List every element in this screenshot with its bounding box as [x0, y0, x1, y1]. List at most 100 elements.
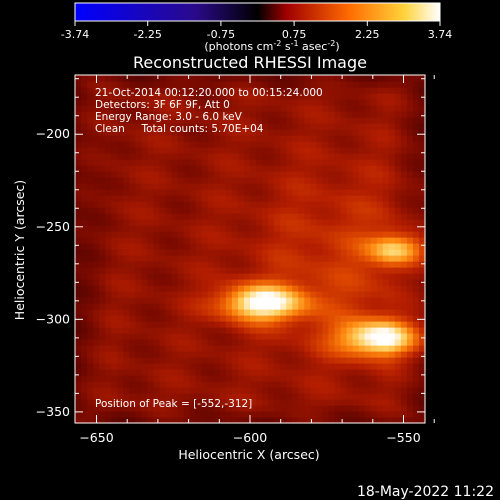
heatmap-cell — [225, 387, 233, 394]
heatmap-cell — [400, 255, 408, 262]
heatmap-cell — [298, 405, 305, 412]
heatmap-cell — [388, 357, 396, 364]
heatmap-cell — [334, 309, 342, 316]
heatmap-cell — [237, 123, 245, 130]
heatmap-cell — [189, 303, 197, 310]
heatmap-cell — [219, 339, 227, 346]
heatmap-cell — [165, 255, 173, 262]
heatmap-cell — [207, 87, 215, 94]
heatmap-cell — [159, 345, 167, 352]
heatmap-cell — [225, 363, 233, 370]
heatmap-cell — [346, 303, 354, 310]
heatmap-cell — [237, 225, 245, 232]
heatmap-cell — [328, 141, 336, 148]
heatmap-cell — [346, 333, 354, 340]
heatmap-cell — [304, 111, 311, 118]
heatmap-cell — [81, 381, 88, 388]
heatmap-cell — [250, 189, 257, 196]
heatmap-cell — [81, 255, 88, 262]
heatmap-cell — [298, 273, 305, 280]
heatmap-cell — [87, 381, 94, 388]
heatmap-cell — [310, 81, 317, 88]
heatmap-cell — [370, 201, 378, 208]
heatmap-cell — [195, 231, 203, 238]
heatmap-cell — [99, 351, 106, 358]
heatmap-cell — [111, 387, 118, 394]
heatmap-cell — [111, 285, 118, 292]
heatmap-cell — [304, 327, 311, 334]
heatmap-cell — [213, 255, 221, 262]
heatmap-cell — [316, 399, 324, 406]
heatmap-cell — [123, 141, 130, 148]
heatmap-cell — [394, 267, 402, 274]
heatmap-cell — [280, 219, 287, 226]
heatmap-cell — [352, 339, 360, 346]
heatmap-cell — [328, 339, 336, 346]
heatmap-cell — [219, 345, 227, 352]
heatmap-cell — [418, 213, 426, 220]
heatmap-cell — [99, 315, 106, 322]
heatmap-cell — [274, 207, 281, 214]
heatmap-cell — [418, 291, 426, 298]
heatmap-cell — [400, 105, 408, 112]
heatmap-cell — [400, 417, 408, 424]
heatmap-cell — [250, 201, 257, 208]
heatmap-cell — [219, 315, 227, 322]
heatmap-cell — [87, 225, 94, 232]
heatmap-cell — [225, 87, 233, 94]
heatmap-cell — [201, 249, 209, 256]
heatmap-cell — [171, 135, 179, 142]
heatmap-cell — [135, 177, 142, 184]
heatmap-cell — [394, 213, 402, 220]
heatmap-cell — [334, 189, 342, 196]
heatmap-cell — [358, 195, 366, 202]
heatmap-cell — [183, 165, 191, 172]
heatmap-cell — [418, 177, 426, 184]
heatmap-cell — [225, 267, 233, 274]
heatmap-cell — [274, 363, 281, 370]
heatmap-cell — [298, 177, 305, 184]
heatmap-cell — [171, 405, 179, 412]
heatmap-cell — [75, 303, 82, 310]
heatmap-cell — [141, 327, 149, 334]
heatmap-cell — [358, 255, 366, 262]
heatmap-cell — [286, 369, 293, 376]
heatmap-cell — [280, 327, 287, 334]
heatmap-cell — [135, 123, 142, 130]
heatmap-cell — [418, 111, 426, 118]
heatmap-cell — [406, 345, 414, 352]
heatmap-cell — [123, 339, 130, 346]
heatmap-cell — [370, 279, 378, 286]
heatmap-cell — [322, 123, 330, 130]
heatmap-cell — [207, 279, 215, 286]
heatmap-cell — [141, 297, 149, 304]
heatmap-cell — [159, 213, 167, 220]
heatmap-cell — [280, 261, 287, 268]
heatmap-cell — [292, 141, 299, 148]
heatmap-cell — [201, 213, 209, 220]
heatmap-cell — [111, 255, 118, 262]
heatmap-cell — [394, 357, 402, 364]
heatmap-cell — [382, 195, 390, 202]
heatmap-cell — [346, 159, 354, 166]
heatmap-cell — [183, 351, 191, 358]
heatmap-cell — [352, 75, 360, 82]
heatmap-cell — [376, 159, 384, 166]
heatmap-cell — [117, 357, 124, 364]
heatmap-cell — [153, 129, 161, 136]
heatmap-cell — [292, 213, 299, 220]
heatmap-cell — [256, 207, 263, 214]
heatmap-cell — [256, 171, 263, 178]
heatmap-cell — [328, 303, 336, 310]
heatmap-cell — [177, 213, 185, 220]
heatmap-cell — [159, 183, 167, 190]
heatmap-cell — [99, 105, 106, 112]
heatmap-cell — [189, 261, 197, 268]
heatmap-cell — [183, 303, 191, 310]
heatmap-cell — [201, 387, 209, 394]
heatmap-cell — [346, 375, 354, 382]
heatmap-cell — [243, 207, 251, 214]
heatmap-cell — [256, 417, 263, 424]
heatmap-cell — [219, 213, 227, 220]
